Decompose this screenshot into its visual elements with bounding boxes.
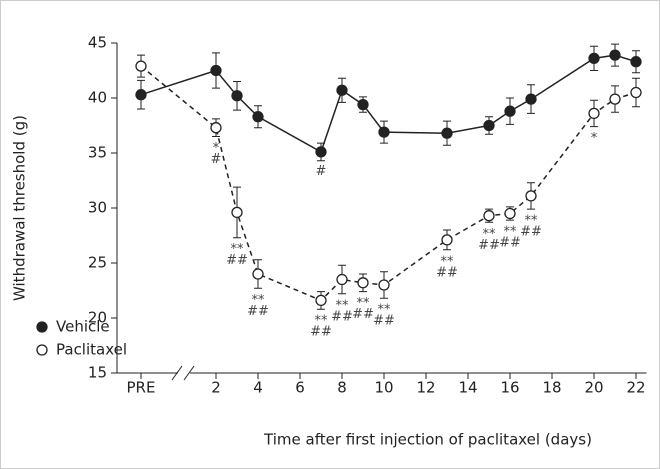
significance-hashes: ## bbox=[352, 307, 374, 322]
y-tick-label: 35 bbox=[88, 144, 107, 162]
significance-stars: ** bbox=[336, 298, 350, 313]
x-tick-label: 22 bbox=[626, 379, 645, 397]
marker bbox=[630, 86, 642, 99]
marker bbox=[231, 206, 243, 219]
significance-hashes: # bbox=[211, 152, 222, 167]
legend-label: Vehicle bbox=[56, 318, 110, 336]
marker bbox=[135, 60, 147, 72]
axis-break bbox=[171, 365, 195, 381]
marker bbox=[525, 93, 537, 105]
marker bbox=[483, 210, 495, 222]
y-tick-label: 45 bbox=[88, 34, 107, 52]
significance-stars: * bbox=[591, 131, 598, 146]
marker bbox=[315, 146, 327, 158]
x-tick-label: 10 bbox=[374, 379, 393, 397]
marker bbox=[231, 90, 243, 102]
significance-stars: ** bbox=[315, 314, 329, 329]
x-tick-label: 6 bbox=[295, 379, 305, 397]
marker bbox=[441, 234, 453, 246]
x-tick-label: 12 bbox=[416, 379, 435, 397]
significance-stars: ** bbox=[525, 214, 539, 229]
marker bbox=[252, 268, 264, 280]
marker bbox=[357, 277, 369, 289]
significance-stars: ** bbox=[357, 296, 371, 311]
significance-stars: ** bbox=[378, 303, 392, 318]
x-tick-label: 8 bbox=[337, 379, 347, 397]
significance-hashes: ## bbox=[331, 309, 353, 324]
y-tick-label: 15 bbox=[88, 364, 107, 382]
marker bbox=[588, 107, 600, 120]
marker bbox=[441, 127, 453, 139]
marker bbox=[252, 111, 264, 123]
legend-marker bbox=[36, 344, 48, 356]
significance-stars: ** bbox=[231, 242, 245, 257]
marker bbox=[336, 273, 348, 286]
significance-stars: * bbox=[213, 141, 220, 156]
marker bbox=[504, 207, 516, 220]
x-axis-label: Time after first injection of paclitaxel… bbox=[263, 431, 592, 449]
marker bbox=[504, 105, 516, 117]
significance-stars: ** bbox=[441, 254, 455, 269]
significance-hashes: # bbox=[316, 164, 327, 179]
x-tick-label: 16 bbox=[500, 379, 519, 397]
significance-hashes: ## bbox=[520, 225, 542, 240]
significance-hashes: ## bbox=[478, 238, 500, 253]
x-tick-label: PRE bbox=[127, 379, 156, 397]
marker bbox=[378, 279, 390, 291]
marker bbox=[357, 98, 369, 111]
significance-hashes: ## bbox=[499, 236, 521, 251]
marker bbox=[336, 84, 348, 96]
significance-hashes: ## bbox=[436, 265, 458, 280]
significance-hashes: ## bbox=[310, 325, 332, 340]
marker bbox=[609, 49, 621, 61]
marker bbox=[210, 122, 222, 134]
significance-stars: ** bbox=[504, 225, 518, 240]
y-tick-label: 25 bbox=[88, 254, 107, 272]
marker bbox=[588, 52, 600, 65]
y-tick-label: 30 bbox=[88, 199, 107, 217]
x-tick-label: 14 bbox=[458, 379, 477, 397]
y-tick-label: 40 bbox=[88, 89, 107, 107]
y-tick-label: 20 bbox=[88, 309, 107, 327]
marker bbox=[210, 64, 222, 77]
x-tick-label: 4 bbox=[253, 379, 263, 397]
marker bbox=[609, 93, 621, 105]
legend-marker bbox=[36, 321, 48, 333]
significance-hashes: ## bbox=[373, 314, 395, 329]
marker bbox=[378, 126, 390, 138]
marker bbox=[483, 119, 495, 132]
significance-hashes: ## bbox=[226, 253, 248, 268]
marker bbox=[525, 190, 537, 202]
x-tick-label: 20 bbox=[584, 379, 603, 397]
x-tick-label: 2 bbox=[211, 379, 221, 397]
marker bbox=[135, 89, 147, 101]
significance-hashes: ## bbox=[247, 304, 269, 319]
x-tick-label: 18 bbox=[542, 379, 561, 397]
series-line bbox=[140, 65, 637, 302]
significance-stars: ** bbox=[252, 293, 266, 308]
legend-label: Paclitaxel bbox=[56, 341, 127, 359]
y-axis-label: Withdrawal threshold (g) bbox=[11, 115, 29, 301]
significance-stars: ** bbox=[483, 227, 497, 242]
marker bbox=[630, 56, 642, 68]
marker bbox=[315, 294, 327, 307]
